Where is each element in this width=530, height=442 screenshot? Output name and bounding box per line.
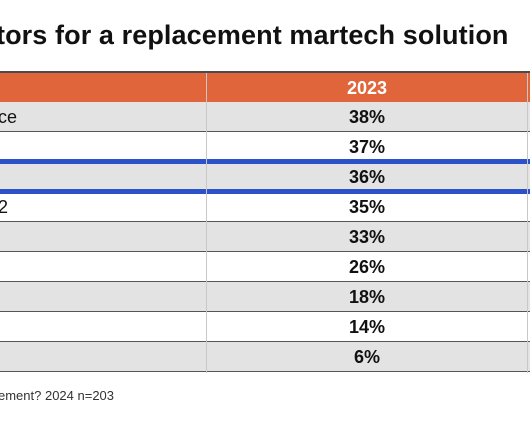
row-value: 38% — [348, 107, 386, 127]
row-value: 6% — [353, 347, 380, 367]
row-value: 26% — [348, 257, 386, 277]
column-divider-right — [527, 73, 528, 373]
row-value: 37% — [348, 137, 386, 157]
table-row: 18% — [0, 282, 530, 312]
highlight-line-top — [0, 159, 530, 164]
chart-title: tors for a replacement martech solution — [0, 20, 509, 50]
row-label — [0, 342, 203, 372]
table-header-row: 2023 — [0, 71, 530, 102]
table-row: 2 35% — [0, 192, 530, 222]
row-value: 18% — [348, 287, 386, 307]
row-value: 14% — [348, 317, 386, 337]
table-row: 6% — [0, 342, 530, 372]
row-label — [0, 252, 203, 282]
row-label — [0, 162, 203, 192]
row-value: 36% — [348, 167, 386, 187]
row-value: 35% — [348, 197, 386, 217]
row-label — [0, 282, 203, 312]
table-row: 26% — [0, 252, 530, 282]
row-label — [0, 222, 203, 252]
footnote: ement? 2024 n=203 — [0, 388, 115, 403]
row-label: ce — [0, 107, 18, 127]
table-row: 14% — [0, 312, 530, 342]
row-value: 33% — [348, 227, 386, 247]
row-label — [0, 312, 203, 342]
table-row: 37% — [0, 132, 530, 162]
row-label: 2 — [0, 197, 9, 217]
table-row: ce 38% — [0, 102, 530, 132]
row-label — [0, 132, 203, 162]
column-divider — [206, 73, 207, 373]
column-header-2023: 2023 — [346, 78, 388, 98]
table-row: 33% — [0, 222, 530, 252]
highlight-line-bottom — [0, 189, 530, 194]
table-row: 36% — [0, 162, 530, 192]
